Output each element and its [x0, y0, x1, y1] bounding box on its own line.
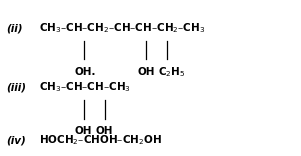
Text: (ii): (ii)	[6, 23, 23, 33]
Text: OH: OH	[75, 126, 92, 136]
Text: OH: OH	[96, 126, 113, 136]
Text: (iv): (iv)	[6, 135, 26, 145]
Text: HOCH$_2$–CHOH–CH$_2$OH: HOCH$_2$–CHOH–CH$_2$OH	[39, 134, 162, 147]
Text: C$_2$H$_5$: C$_2$H$_5$	[158, 65, 185, 79]
Text: OH.: OH.	[75, 67, 96, 77]
Text: CH$_3$–CH–CH$_2$–CH–CH–CH$_2$–CH$_3$: CH$_3$–CH–CH$_2$–CH–CH–CH$_2$–CH$_3$	[39, 21, 206, 35]
Text: (iii): (iii)	[6, 82, 26, 92]
Text: CH$_3$–CH–CH–CH$_3$: CH$_3$–CH–CH–CH$_3$	[39, 80, 131, 94]
Text: OH: OH	[138, 67, 155, 77]
